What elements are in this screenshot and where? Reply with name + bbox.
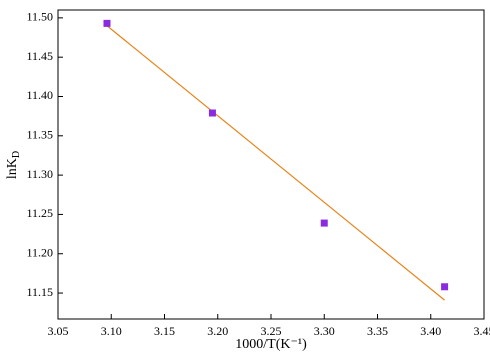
x-tick-label: 3.45 bbox=[474, 324, 490, 338]
y-axis-label-sub: D bbox=[11, 151, 22, 158]
x-axis-label: 1000/T(K⁻¹) bbox=[235, 337, 307, 352]
y-tick-label: 11.45 bbox=[26, 49, 53, 63]
plot-frame bbox=[57, 9, 485, 320]
y-tick-label: 11.40 bbox=[26, 88, 53, 102]
y-axis-label-main: lnK bbox=[5, 158, 20, 179]
y-tick-label: 11.20 bbox=[26, 245, 53, 259]
y-axis-label: lnKD bbox=[5, 151, 22, 179]
data-point bbox=[103, 19, 111, 27]
x-tick-label: 3.30 bbox=[314, 324, 335, 338]
data-point bbox=[441, 283, 449, 291]
y-tick-label: 11.15 bbox=[26, 285, 53, 299]
x-tick-label: 3.15 bbox=[154, 324, 175, 338]
x-tick-label: 3.35 bbox=[367, 324, 388, 338]
y-tick-label: 11.50 bbox=[26, 10, 53, 24]
x-tick-label: 3.40 bbox=[420, 324, 441, 338]
data-point bbox=[320, 219, 328, 227]
x-tick-label: 3.10 bbox=[101, 324, 122, 338]
x-tick-label: 3.05 bbox=[48, 324, 69, 338]
y-tick-label: 11.35 bbox=[26, 128, 53, 142]
x-tick-label: 3.25 bbox=[261, 324, 282, 338]
x-tick-label: 3.20 bbox=[207, 324, 228, 338]
y-tick-label: 11.30 bbox=[26, 167, 53, 181]
fit-line bbox=[106, 25, 445, 301]
y-tick-label: 11.25 bbox=[26, 206, 53, 220]
data-point bbox=[208, 109, 216, 117]
